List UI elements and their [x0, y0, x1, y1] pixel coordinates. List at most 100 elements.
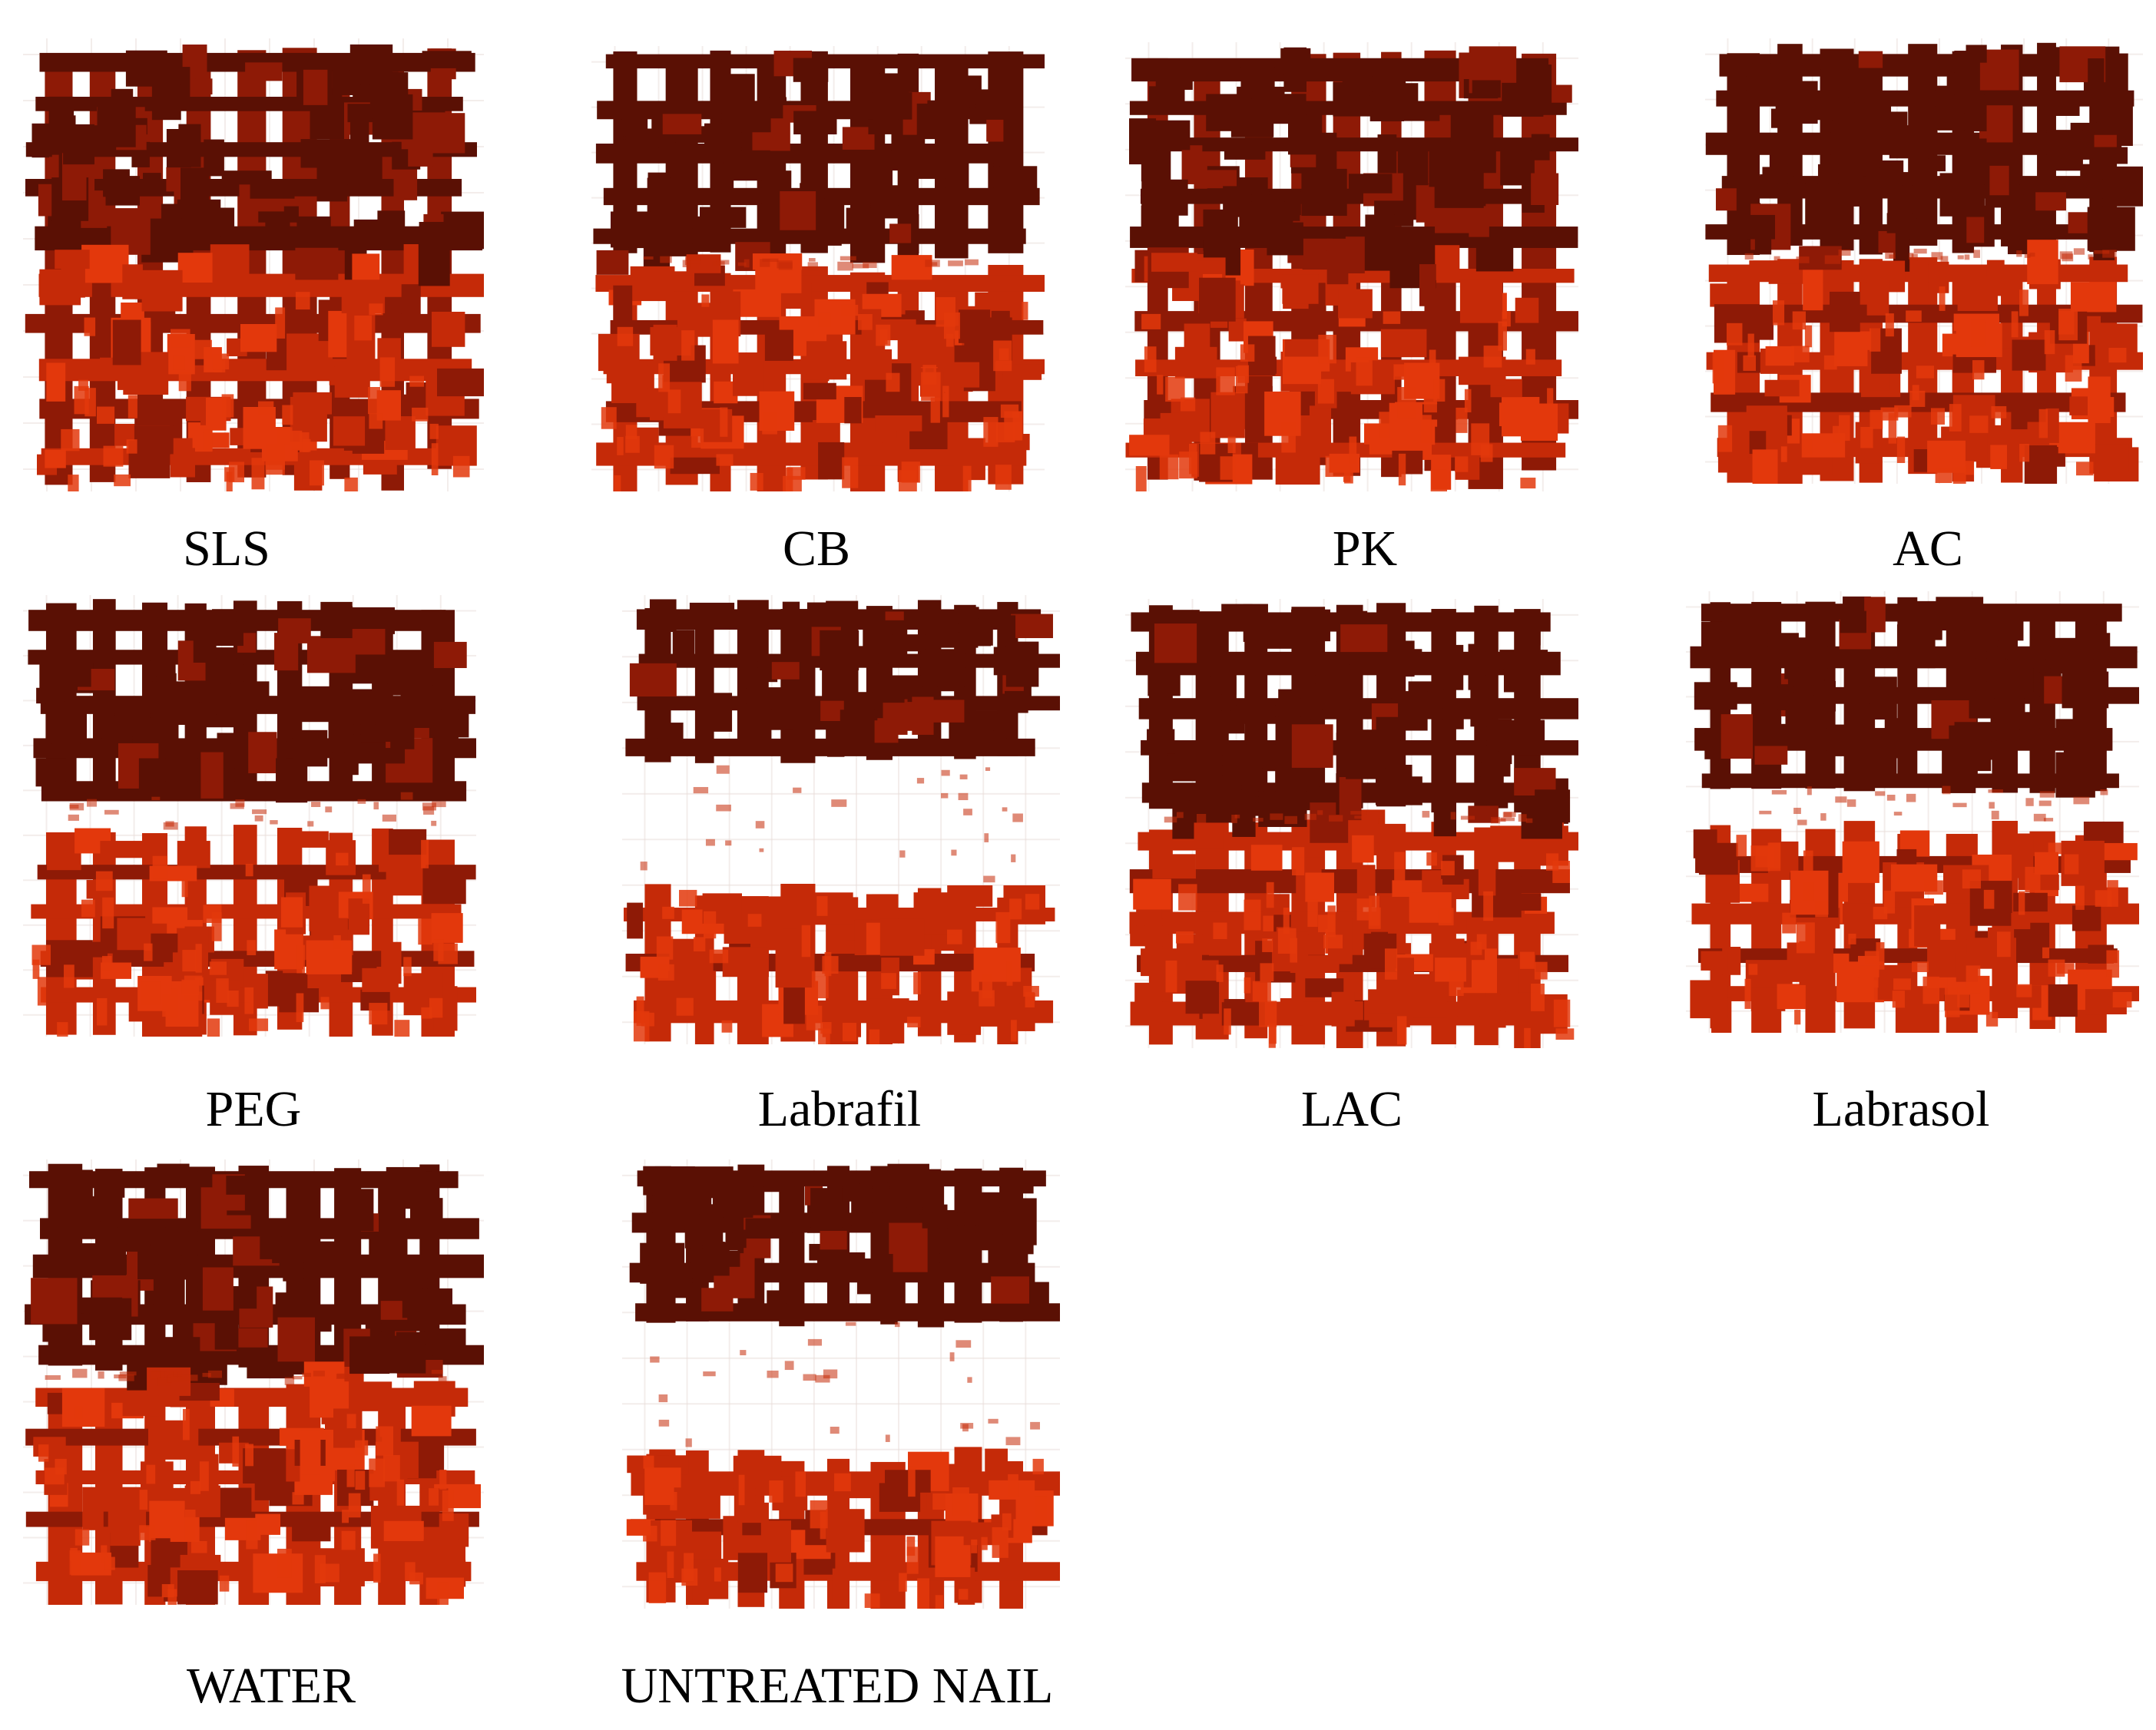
lattice-block: [151, 219, 194, 256]
lattice-block: [1232, 790, 1255, 837]
lattice-highlight: [1200, 432, 1215, 454]
lattice-fragment: [2016, 250, 2022, 256]
lattice-highlight: [369, 1003, 387, 1024]
lattice-block: [1840, 611, 1866, 633]
lattice-highlight: [1278, 928, 1297, 954]
lattice-highlight: [1397, 387, 1416, 418]
lattice-block: [303, 70, 328, 105]
lattice-highlight: [146, 1465, 155, 1484]
lattice-fragment: [1973, 250, 1980, 258]
lattice-block: [803, 383, 836, 399]
panel-label-sls: SLS: [183, 524, 270, 574]
lattice-block: [1500, 151, 1535, 185]
lattice-fragment: [1914, 249, 1927, 253]
lattice-fragment: [432, 1370, 443, 1374]
lattice-highlight: [1269, 1023, 1276, 1047]
lattice-block: [309, 886, 338, 931]
lattice-highlight: [1318, 335, 1336, 363]
lattice-highlight: [701, 294, 709, 306]
lattice-render: [622, 1159, 1060, 1609]
lattice-fragment: [1887, 795, 1896, 801]
lattice-highlight: [171, 329, 190, 348]
lattice-beam: [1701, 604, 2122, 621]
lattice-highlight: [1924, 880, 1942, 895]
lattice-highlight: [342, 1510, 349, 1523]
lattice-highlight: [38, 977, 46, 1005]
lattice-block: [1747, 215, 1775, 240]
lattice-block: [2069, 396, 2088, 415]
lattice-fragment: [955, 1340, 971, 1348]
lattice-block: [1887, 213, 1917, 233]
lattice-highlight: [1431, 469, 1447, 491]
lattice-block: [846, 208, 883, 242]
lattice-highlight: [1743, 356, 1756, 371]
lattice-block: [1879, 167, 1903, 193]
panel-label-cb: CB: [783, 524, 850, 574]
lattice-highlight: [369, 303, 383, 315]
lattice-fragment: [694, 787, 708, 793]
lattice-block: [1349, 174, 1393, 193]
lattice-block: [250, 180, 295, 199]
lattice-block: [45, 702, 87, 743]
lattice-fragment: [1912, 254, 1918, 261]
lattice-fragment: [423, 806, 434, 815]
lattice-block: [1276, 455, 1320, 485]
lattice-block: [1184, 323, 1210, 348]
lattice-block: [2035, 192, 2066, 210]
lattice-block: [1500, 994, 1521, 1011]
lattice-block: [128, 1199, 177, 1219]
lattice-block: [655, 1166, 695, 1202]
lattice-block: [389, 829, 426, 855]
lattice-highlight: [819, 313, 831, 327]
lattice-block: [1282, 274, 1318, 303]
lattice-highlight: [691, 428, 704, 448]
lattice-fragment: [1885, 253, 1896, 259]
lattice-highlight: [1244, 977, 1251, 994]
lattice-fragment: [235, 799, 244, 807]
lattice-fragment: [703, 1371, 715, 1376]
lattice-highlight: [1848, 934, 1856, 944]
lattice-fragment: [886, 1434, 890, 1442]
lattice-fragment: [815, 1375, 830, 1383]
lattice-highlight: [181, 980, 199, 995]
lattice-render: [23, 38, 484, 491]
lattice-highlight: [1889, 412, 1896, 443]
lattice-highlight: [1220, 456, 1236, 480]
lattice-highlight: [1971, 320, 1985, 347]
lattice-block: [194, 630, 217, 663]
lattice-fragment: [660, 256, 672, 263]
lattice-block: [402, 1288, 452, 1318]
lattice-block: [1419, 264, 1436, 306]
lattice-block: [1929, 155, 1946, 171]
lattice-highlight: [1281, 422, 1296, 452]
lattice-fragment: [1329, 815, 1343, 821]
lattice-highlight: [1318, 379, 1334, 404]
lattice-block: [94, 1174, 124, 1198]
lattice-highlight: [84, 388, 96, 416]
ghost-line: [622, 793, 1060, 795]
lattice-block: [613, 286, 632, 329]
lattice-block: [772, 662, 800, 680]
panel-label-labrafil: Labrafil: [758, 1084, 922, 1135]
lattice-highlight: [179, 372, 191, 391]
lattice-highlight: [1426, 852, 1437, 865]
lattice-fragment: [1835, 796, 1846, 802]
lattice-block: [361, 722, 406, 742]
lattice-highlight: [2076, 461, 2094, 475]
lattice-block: [152, 84, 181, 120]
lattice-block: [283, 1253, 303, 1281]
lattice-block: [893, 634, 925, 651]
lattice-highlight: [1144, 346, 1157, 372]
lattice-highlight: [963, 466, 972, 491]
lattice-highlight: [999, 349, 1009, 360]
lattice-block: [916, 700, 964, 722]
lattice-block: [178, 253, 213, 283]
lattice-block: [631, 266, 675, 301]
lattice-highlight: [1824, 356, 1837, 370]
lattice-fragment: [762, 259, 778, 262]
lattice-fragment: [1270, 813, 1283, 819]
lattice-block: [833, 1569, 849, 1606]
lattice-block: [879, 73, 909, 101]
lattice-highlight: [213, 354, 229, 370]
lattice-block: [351, 1381, 392, 1411]
